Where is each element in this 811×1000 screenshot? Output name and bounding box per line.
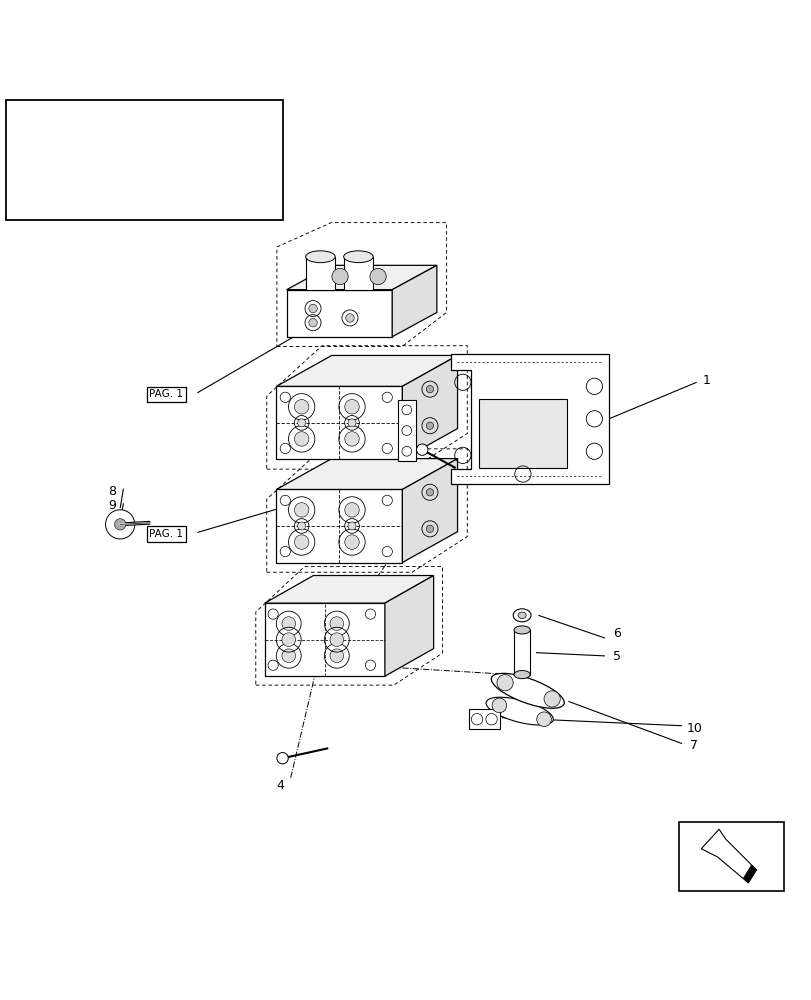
Polygon shape [401, 355, 457, 459]
Polygon shape [384, 576, 433, 676]
Circle shape [114, 519, 126, 530]
Circle shape [543, 691, 560, 707]
Text: 8: 8 [108, 485, 116, 498]
Text: PAG. 1: PAG. 1 [149, 529, 183, 539]
Polygon shape [401, 459, 457, 563]
Text: 2: 2 [365, 411, 373, 424]
Polygon shape [397, 400, 415, 461]
Ellipse shape [416, 444, 427, 455]
Circle shape [345, 314, 354, 322]
Circle shape [294, 535, 308, 549]
Polygon shape [286, 265, 436, 290]
Circle shape [382, 546, 392, 557]
Text: 1: 1 [702, 374, 710, 387]
Ellipse shape [422, 381, 437, 397]
Ellipse shape [422, 521, 437, 537]
Circle shape [345, 400, 358, 414]
Ellipse shape [513, 626, 530, 634]
Circle shape [268, 660, 278, 670]
Ellipse shape [426, 489, 433, 496]
Ellipse shape [426, 422, 433, 429]
Circle shape [308, 318, 317, 327]
Circle shape [294, 432, 308, 446]
Polygon shape [264, 603, 384, 676]
Polygon shape [478, 398, 566, 468]
Circle shape [280, 495, 290, 506]
Polygon shape [276, 489, 401, 563]
Circle shape [329, 617, 343, 630]
Text: 3: 3 [365, 424, 373, 437]
Bar [678, 822, 783, 891]
Circle shape [280, 546, 290, 557]
Circle shape [329, 633, 343, 646]
Circle shape [332, 268, 348, 285]
Ellipse shape [426, 386, 433, 393]
Polygon shape [286, 290, 392, 337]
Ellipse shape [422, 418, 437, 434]
Circle shape [294, 503, 308, 517]
Text: 7: 7 [689, 739, 697, 752]
Ellipse shape [513, 609, 530, 622]
Ellipse shape [305, 251, 335, 263]
Polygon shape [513, 630, 530, 675]
Polygon shape [743, 865, 756, 883]
Circle shape [298, 522, 305, 530]
Circle shape [294, 400, 308, 414]
Text: 10: 10 [685, 722, 702, 735]
Text: 9: 9 [108, 499, 116, 512]
Circle shape [348, 419, 355, 427]
Polygon shape [276, 386, 401, 459]
Circle shape [496, 675, 513, 691]
Ellipse shape [426, 525, 433, 532]
Text: 5: 5 [612, 650, 620, 663]
Circle shape [105, 510, 135, 539]
Circle shape [536, 712, 551, 727]
Circle shape [345, 503, 358, 517]
Circle shape [382, 495, 392, 506]
Polygon shape [450, 354, 608, 484]
Circle shape [382, 392, 392, 402]
Circle shape [298, 419, 305, 427]
Circle shape [365, 660, 375, 670]
Ellipse shape [343, 251, 373, 263]
Text: 4: 4 [276, 779, 284, 792]
Circle shape [329, 649, 343, 663]
Circle shape [345, 432, 358, 446]
Ellipse shape [486, 697, 552, 725]
Circle shape [345, 535, 358, 549]
Circle shape [281, 617, 295, 630]
Polygon shape [469, 709, 500, 729]
Polygon shape [276, 355, 457, 386]
Circle shape [281, 649, 295, 663]
Text: 6: 6 [612, 627, 620, 640]
Polygon shape [392, 265, 436, 337]
Circle shape [370, 268, 386, 285]
Ellipse shape [277, 753, 288, 764]
Polygon shape [264, 576, 433, 603]
Circle shape [348, 522, 355, 530]
Circle shape [491, 698, 506, 713]
Circle shape [382, 443, 392, 454]
Ellipse shape [513, 671, 530, 679]
Circle shape [365, 609, 375, 619]
Ellipse shape [422, 484, 437, 500]
Ellipse shape [517, 612, 526, 619]
Text: PAG. 1: PAG. 1 [149, 389, 183, 399]
Circle shape [280, 392, 290, 402]
Polygon shape [305, 257, 335, 290]
Circle shape [280, 443, 290, 454]
Circle shape [308, 304, 317, 313]
Bar [6, 100, 282, 220]
Polygon shape [276, 459, 457, 489]
Ellipse shape [491, 673, 564, 708]
Polygon shape [701, 829, 756, 883]
Circle shape [268, 609, 278, 619]
Circle shape [281, 633, 295, 646]
Polygon shape [343, 257, 373, 290]
